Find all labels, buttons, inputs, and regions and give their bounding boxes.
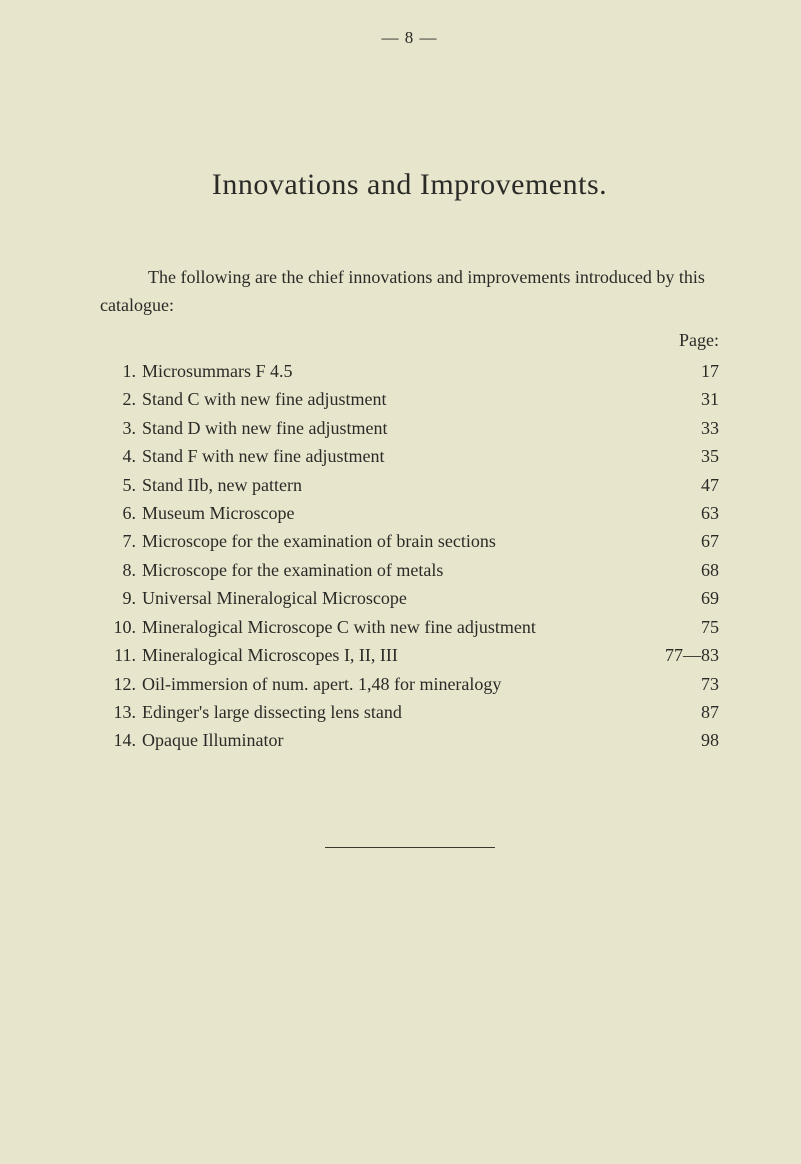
item-number: 11. <box>100 641 142 669</box>
page-title: Innovations and Improvements. <box>100 168 719 202</box>
item-desc: Stand D with new fine adjustment <box>142 414 633 442</box>
item-page: 63 <box>633 499 719 527</box>
list-item: 1. Microsummars F 4.5 17 <box>100 357 719 385</box>
horizontal-rule <box>325 847 495 848</box>
item-desc: Stand C with new fine adjustment <box>142 385 633 413</box>
item-desc: Microscope for the examination of brain … <box>142 527 633 555</box>
item-desc: Mineralogical Microscopes I, II, III <box>142 641 633 669</box>
list-item: 8. Microscope for the examination of met… <box>100 556 719 584</box>
item-page: 31 <box>633 385 719 413</box>
page-label-row: Page: <box>100 330 719 351</box>
item-number: 13. <box>100 698 142 726</box>
item-number: 4. <box>100 442 142 470</box>
item-number: 1. <box>100 357 142 385</box>
item-desc: Oil-immersion of num. apert. 1,48 for mi… <box>142 670 633 698</box>
item-page: 33 <box>633 414 719 442</box>
document-page: — 8 — Innovations and Improvements. The … <box>0 0 801 1164</box>
item-page: 47 <box>633 471 719 499</box>
list-item: 6. Museum Microscope 63 <box>100 499 719 527</box>
page-column-label: Page: <box>633 330 719 351</box>
spacer <box>100 330 633 351</box>
item-desc: Stand IIb, new pattern <box>142 471 633 499</box>
list-item: 11. Mineralogical Microscopes I, II, III… <box>100 641 719 669</box>
item-number: 6. <box>100 499 142 527</box>
item-page: 77—83 <box>633 641 719 669</box>
innovations-list: 1. Microsummars F 4.5 17 2. Stand C with… <box>100 357 719 755</box>
list-item: 7. Microscope for the examination of bra… <box>100 527 719 555</box>
item-desc: Stand F with new fine adjustment <box>142 442 633 470</box>
item-desc: Mineralogical Microscope C with new fine… <box>142 613 633 641</box>
item-number: 5. <box>100 471 142 499</box>
item-desc: Edinger's large dissecting lens stand <box>142 698 633 726</box>
item-page: 17 <box>633 357 719 385</box>
item-page: 73 <box>633 670 719 698</box>
list-item: 13. Edinger's large dissecting lens stan… <box>100 698 719 726</box>
item-number: 3. <box>100 414 142 442</box>
list-item: 10. Mineralogical Microscope C with new … <box>100 613 719 641</box>
list-item: 5. Stand IIb, new pattern 47 <box>100 471 719 499</box>
item-number: 9. <box>100 584 142 612</box>
item-desc: Microsummars F 4.5 <box>142 357 633 385</box>
item-number: 12. <box>100 670 142 698</box>
item-desc: Opaque Illuminator <box>142 726 633 754</box>
item-number: 14. <box>100 726 142 754</box>
item-desc: Museum Microscope <box>142 499 633 527</box>
list-item: 4. Stand F with new fine adjustment 35 <box>100 442 719 470</box>
list-item: 12. Oil-immersion of num. apert. 1,48 fo… <box>100 670 719 698</box>
list-item: 9. Universal Mineralogical Microscope 69 <box>100 584 719 612</box>
item-page: 68 <box>633 556 719 584</box>
item-page: 87 <box>633 698 719 726</box>
item-page: 69 <box>633 584 719 612</box>
item-number: 2. <box>100 385 142 413</box>
page-number: — 8 — <box>100 28 719 48</box>
item-number: 10. <box>100 613 142 641</box>
item-page: 67 <box>633 527 719 555</box>
item-desc: Universal Mineralogical Microscope <box>142 584 633 612</box>
list-item: 14. Opaque Illuminator 98 <box>100 726 719 754</box>
item-number: 7. <box>100 527 142 555</box>
intro-paragraph: The following are the chief innovations … <box>100 264 719 320</box>
list-item: 3. Stand D with new fine adjustment 33 <box>100 414 719 442</box>
item-number: 8. <box>100 556 142 584</box>
item-desc: Microscope for the examination of metals <box>142 556 633 584</box>
item-page: 75 <box>633 613 719 641</box>
item-page: 35 <box>633 442 719 470</box>
item-page: 98 <box>633 726 719 754</box>
list-item: 2. Stand C with new fine adjustment 31 <box>100 385 719 413</box>
